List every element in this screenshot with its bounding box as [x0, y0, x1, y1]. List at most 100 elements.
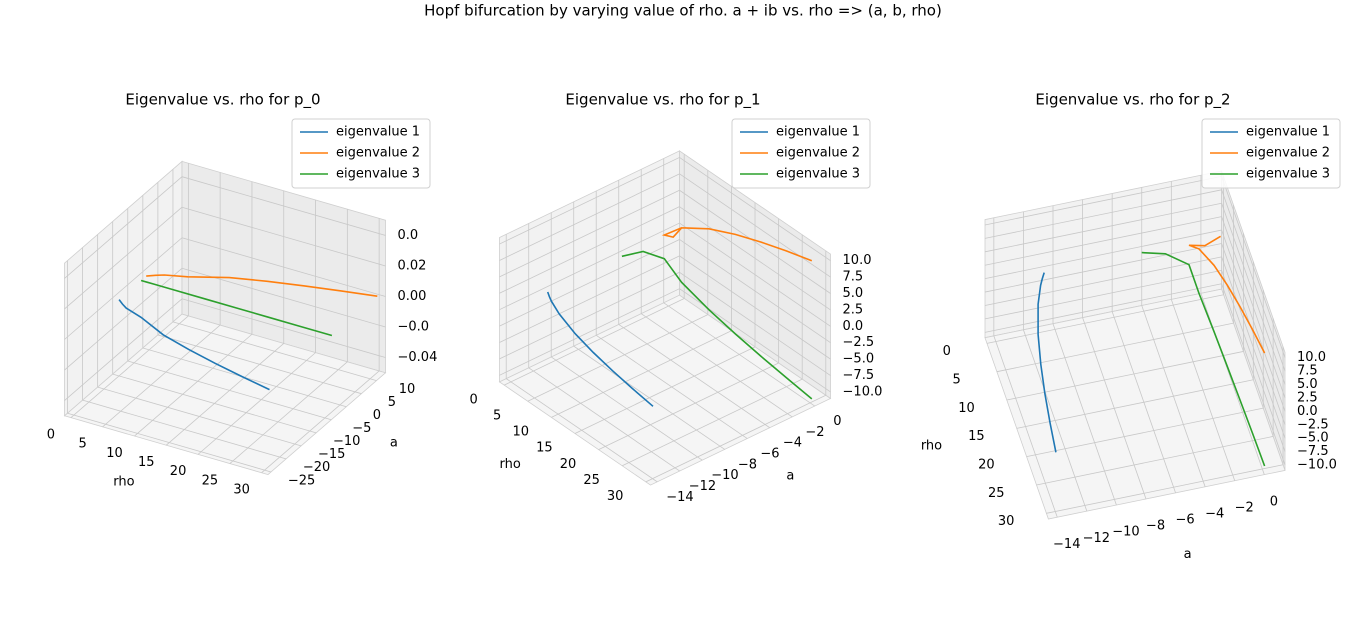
grid-line: [97, 386, 302, 447]
grid-line: [499, 288, 680, 376]
grid-line: [527, 314, 708, 402]
grid-line: [70, 315, 189, 418]
grid-line: [1221, 216, 1286, 399]
z-tick-label: 0.0: [843, 319, 864, 334]
grid-line: [1026, 407, 1264, 458]
grid-line: [1141, 305, 1206, 487]
grid-line: [499, 271, 680, 360]
grid-line: [1046, 464, 1284, 514]
z-tick-label: 5.0: [1297, 377, 1318, 392]
grid-line: [64, 176, 183, 279]
x-tick-label: 10: [106, 446, 123, 461]
z-tick-label: 0.0: [1297, 404, 1318, 419]
x-axis-label: rho: [921, 438, 942, 453]
grid-line: [67, 412, 272, 473]
z-tick-label: −5.0: [843, 352, 875, 367]
grid-line: [229, 361, 348, 464]
y-tick-label: −14: [1053, 537, 1080, 552]
grid-line: [679, 271, 831, 376]
grid-line: [679, 222, 831, 327]
y-tick-label: −4: [783, 436, 802, 451]
grid-line: [157, 334, 362, 395]
x-tick-label: 25: [988, 486, 1005, 501]
legend-label: eigenvalue 3: [776, 167, 860, 182]
y-tick-label: −2: [1235, 500, 1254, 515]
x-tick-label: 20: [560, 457, 577, 472]
legend-label: eigenvalue 1: [336, 125, 420, 140]
grid-line: [499, 222, 680, 311]
legend-label: eigenvalue 1: [1246, 125, 1330, 140]
grid-line: [1006, 351, 1244, 401]
grid-line: [618, 324, 771, 429]
z-tick-label: 10.0: [843, 253, 872, 268]
x-tick-label: 15: [536, 441, 553, 456]
grid-line: [504, 298, 685, 386]
legend-box: [731, 118, 871, 189]
z-tick-label: 0.02: [398, 258, 427, 273]
y-tick-label: −8: [738, 457, 757, 472]
grid-line: [102, 324, 221, 428]
y-tick-label: −12: [689, 479, 716, 494]
y-tick-label: 10: [399, 382, 416, 397]
grid-line: [64, 298, 183, 401]
grid-line: [261, 370, 380, 474]
grid-line: [1082, 317, 1147, 500]
y-tick-label: −12: [1083, 531, 1110, 546]
grid-line: [679, 189, 831, 294]
grid-line: [499, 206, 680, 294]
grid-line: [165, 343, 285, 446]
grid-line: [505, 378, 658, 483]
z-tick-label: −7.5: [843, 368, 875, 383]
y-tick-label: 0: [1270, 494, 1278, 509]
grid-line: [986, 294, 1224, 344]
grid-line: [984, 175, 1222, 226]
grid-line: [679, 157, 831, 262]
legend-label: eigenvalue 3: [1246, 167, 1330, 182]
grid-line: [181, 298, 386, 358]
grid-line: [1221, 243, 1286, 425]
x-tick-label: 10: [958, 401, 975, 416]
legend-label: eigenvalue 2: [336, 146, 420, 161]
subplot-title: Eigenvalue vs. rho for p_1: [565, 91, 760, 110]
grid-line: [1052, 323, 1117, 506]
x-tick-label: 25: [583, 473, 600, 488]
z-tick-label: 7.5: [1297, 364, 1318, 379]
data-line: [1141, 251, 1266, 467]
x-tick-label: 5: [79, 437, 87, 452]
grid-line: [679, 173, 831, 278]
data-line: [146, 274, 378, 297]
data-line: [546, 291, 654, 407]
z-tick-label: 0.0: [398, 228, 419, 243]
grid-line: [1221, 203, 1286, 385]
grid-line: [550, 356, 703, 461]
grid-line: [528, 367, 680, 472]
grid-line: [598, 362, 779, 451]
grid-line: [499, 173, 680, 261]
y-tick-label: −10: [711, 468, 738, 483]
grid-line: [134, 333, 253, 437]
z-tick-label: −0.0: [398, 320, 430, 335]
z-tick-label: 2.5: [1297, 390, 1318, 405]
grid-line: [64, 267, 183, 371]
grid-line: [622, 378, 803, 467]
y-tick-label: −10: [1112, 525, 1139, 540]
x-tick-label: 5: [952, 372, 960, 387]
grid-line: [984, 202, 1222, 253]
grid-line: [595, 334, 748, 439]
subplot-title: Eigenvalue vs. rho for p_0: [125, 91, 320, 110]
grid-line: [112, 373, 317, 434]
grid-line: [574, 346, 756, 434]
data-line: [1188, 235, 1266, 354]
x-tick-label: 5: [493, 408, 501, 423]
grid-line: [1023, 329, 1088, 512]
z-tick-label: −5.0: [1297, 431, 1329, 446]
x-tick-label: 0: [469, 392, 477, 407]
grid-line: [663, 302, 816, 407]
grid-line: [984, 243, 1222, 293]
y-tick-label: −14: [666, 490, 693, 505]
x-tick-label: 30: [607, 489, 624, 504]
grid-line: [641, 313, 793, 418]
grid-line: [499, 189, 680, 278]
legend-box: [1201, 118, 1341, 189]
